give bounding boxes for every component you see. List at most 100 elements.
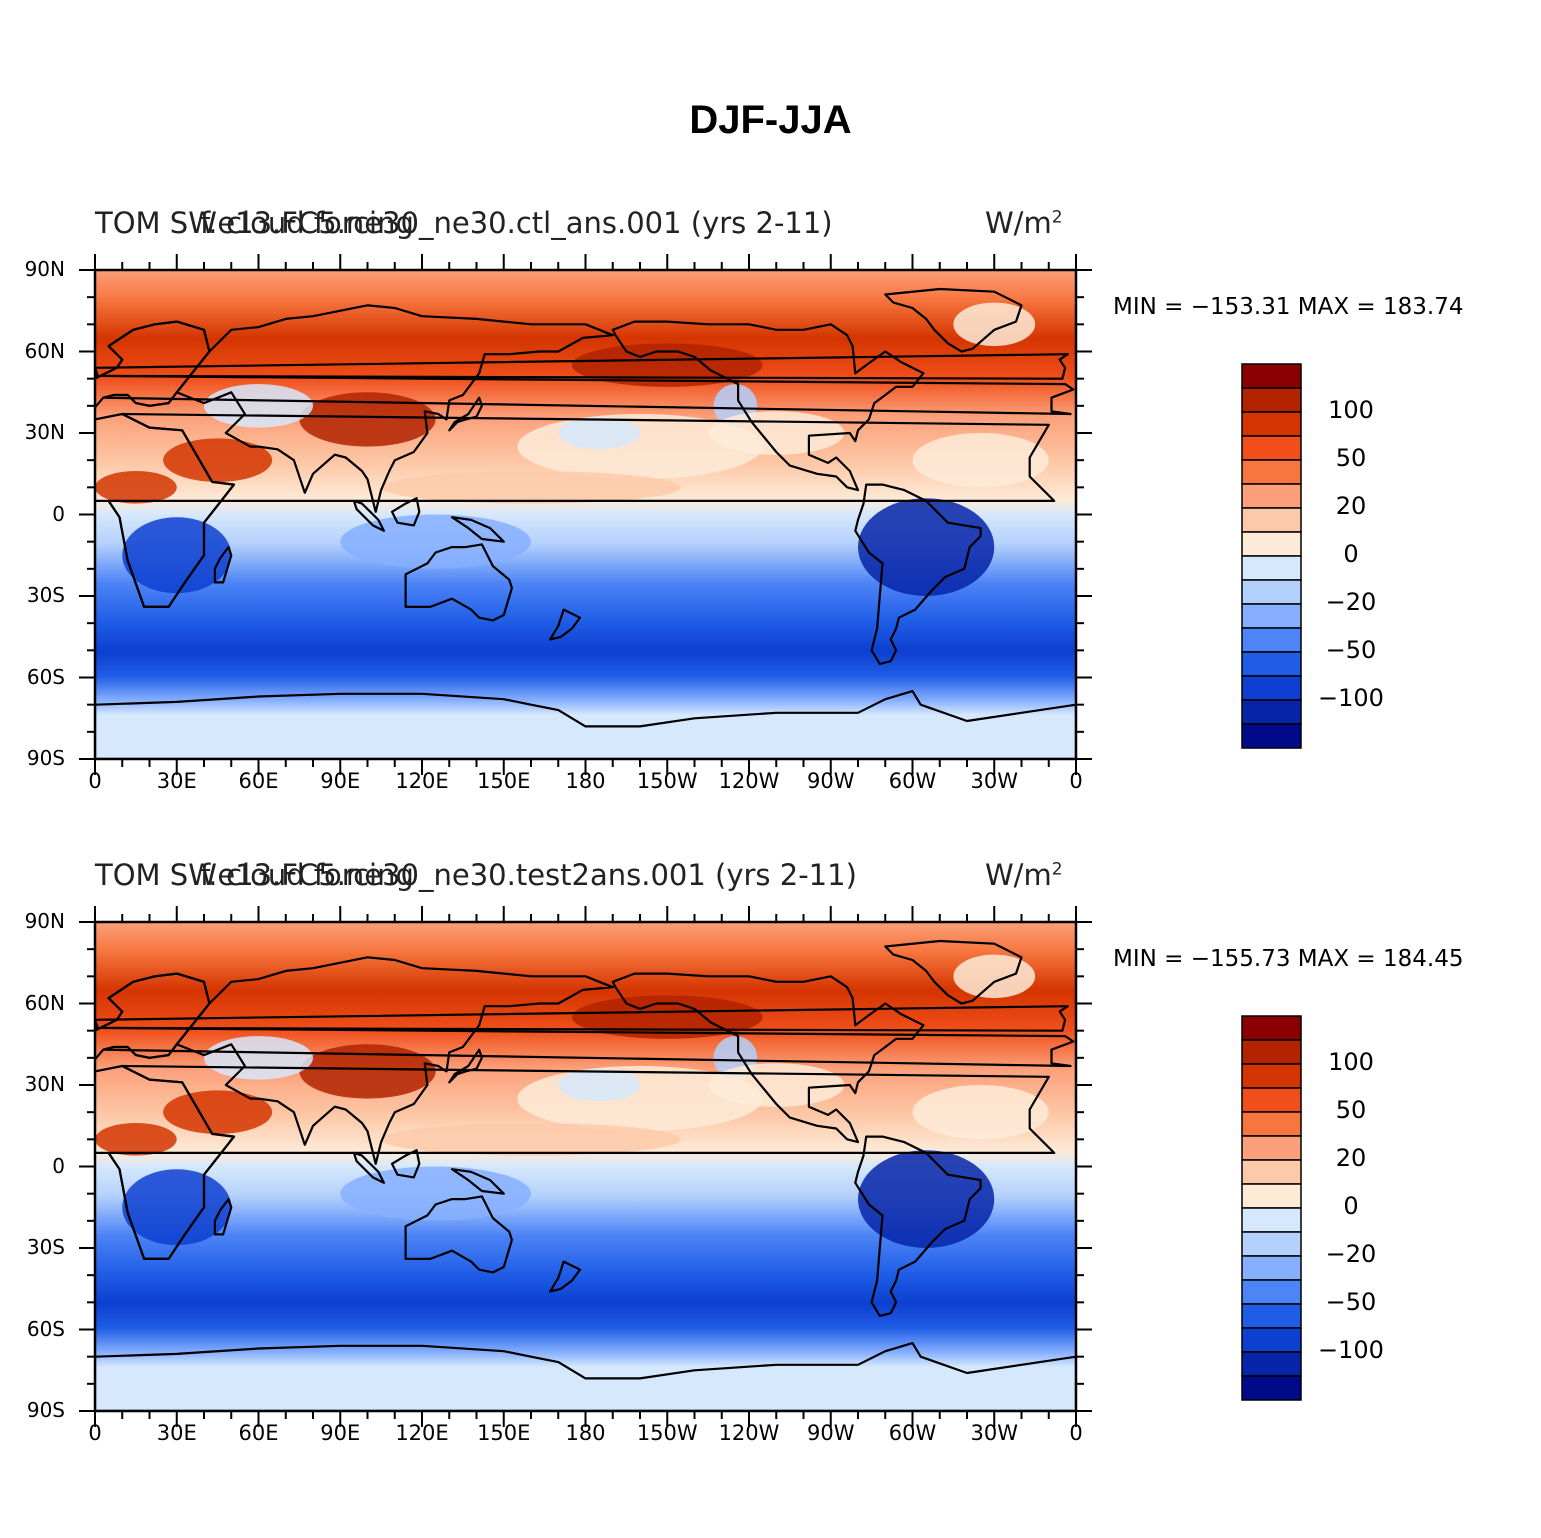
colorbar-swatch [1241,507,1302,533]
field-anomaly [708,411,845,455]
field-anomaly [299,392,436,447]
x-tick-label: 0 [88,1421,102,1445]
colorbar-label: −20 [1325,588,1377,616]
map-panel-ctl: TOM SW cloud forcing f.e13.FC5.ne30_ne30.… [0,206,1541,850]
case-title: f.e13.FC5.ne30_ne30.test2ans.001 (yrs 2-… [200,858,857,892]
x-tick-label: 60E [238,769,279,793]
colorbar-swatch [1241,411,1302,437]
colorbar-label: 100 [1328,396,1374,424]
units-label: W/m2 [985,858,1063,892]
min-max-label: MIN = −153.31 MAX = 183.74 [1113,294,1464,320]
left-title: TOM SW cloud forcing [95,206,414,240]
y-tick-label: 30N [24,1072,65,1096]
colorbar-swatch [1241,1375,1302,1401]
x-tick-label: 150W [636,769,698,793]
x-tick-label: 90E [320,769,361,793]
x-tick-label: 90E [320,1421,361,1445]
y-tick-label: 0 [52,501,65,526]
coastline-newguinea [450,1168,505,1195]
coastline-madagascar [213,1198,233,1236]
field-anomaly [953,954,1036,999]
x-tick-label: 180 [565,1421,606,1445]
colorbar-swatch [1241,1183,1302,1209]
field-anomaly [912,1085,1049,1140]
colorbar-label: 100 [1328,1048,1374,1076]
x-tick-label: 90W [807,1421,855,1445]
x-tick-label: 30W [970,1421,1019,1445]
case-title: f.e13.FC5.ne30_ne30.ctl_ans.001 (yrs 2-1… [200,206,833,240]
coastline-asia [175,304,614,513]
colorbar-swatch [1241,723,1302,749]
colorbar-label: −50 [1325,636,1377,664]
colorbar-swatch [1241,1255,1302,1281]
y-tick-label: 60N [24,990,65,1015]
colorbar-swatch [1241,459,1302,485]
axis-ticks [79,906,1092,1427]
x-tick-label: 30W [970,769,1019,793]
y-tick-label: 0 [52,1153,65,1178]
coastline-north-america [611,320,925,492]
x-tick-label: 60E [238,1421,279,1445]
colorbar-swatch [1241,1279,1302,1305]
coastline-borneo [390,497,421,527]
x-tick-label: 150E [477,1421,531,1445]
colorbar-swatch [1241,1207,1302,1233]
colorbar-swatch [1241,555,1302,581]
colorbar-swatch [1241,675,1302,701]
x-tick-label: 180 [565,769,606,793]
colorbar-swatch [1241,1231,1302,1257]
coastline-newguinea [450,516,505,543]
x-tick-label: 30E [156,1421,197,1445]
colorbar-swatch [1241,1135,1302,1161]
colorbar-label: 0 [1343,540,1359,568]
coastline-japan [448,396,483,432]
colorbar-swatch [1241,1303,1302,1329]
coastline-madagascar [213,546,233,584]
field-anomaly [163,438,273,482]
x-tick-label: 120E [395,1421,449,1445]
colorbar-label: −100 [1318,1336,1384,1364]
field-anomaly [953,302,1036,347]
axis-ticks [79,254,1092,775]
colorbar-swatch [1241,603,1302,629]
map-field [95,922,1076,1411]
coastline-japan [448,1048,483,1084]
coastline-africa [95,412,236,608]
y-tick-label: 30N [24,420,65,444]
coastline-antarctica [95,1342,1076,1411]
y-tick-label: 90S [26,1398,65,1422]
field-anomaly [204,1036,313,1080]
coastline-australia [404,1195,513,1274]
coastlines [95,287,1076,759]
figure-title: DJF-JJA [689,98,852,142]
colorbar-swatch [1241,1015,1302,1041]
colorbar-swatch [1241,435,1302,461]
coastline-sumatra [352,499,385,532]
x-tick-label: 60W [888,769,937,793]
coastline-south-america [854,483,982,665]
field-anomaly [571,995,763,1039]
field-anomaly [571,343,763,387]
x-tick-label: 150W [636,1421,698,1445]
colorbar-swatch [1241,1063,1302,1089]
field-anomaly [204,384,313,428]
coastlines [95,939,1076,1411]
min-max-label: MIN = −155.73 MAX = 184.45 [1113,946,1464,972]
coastline-uk [95,1017,99,1030]
coastline-nz [549,608,582,641]
coastline-australia [404,543,513,622]
field-anomaly [163,1090,273,1134]
colorbar-swatch [1241,579,1302,605]
field-anomaly [381,471,681,504]
coastline-asia [175,956,614,1165]
coastline-south-america [854,1135,982,1317]
coastline-borneo [390,1149,421,1179]
x-tick-label: 30E [156,769,197,793]
field-anomaly [558,416,640,450]
field-anomaly [381,1123,681,1156]
field-anomaly [912,433,1049,488]
field-anomaly [858,498,995,596]
y-tick-label: 30S [26,583,65,607]
units-text: W/m [985,206,1052,240]
coastline-sumatra [352,1151,385,1184]
